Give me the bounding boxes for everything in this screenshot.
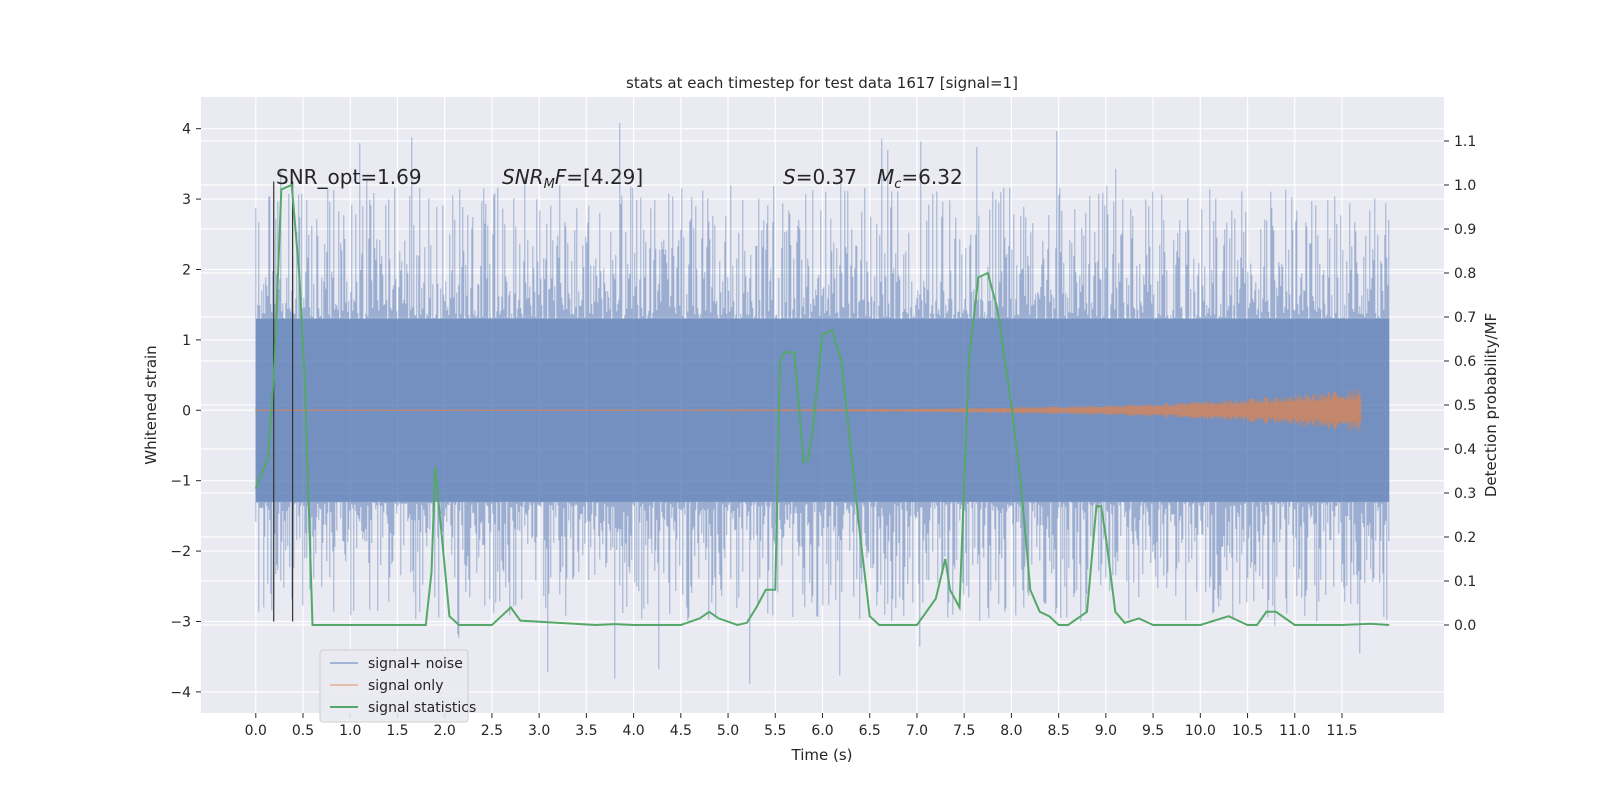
x-tick-label: 11.5	[1326, 723, 1357, 739]
legend-label-signal-noise: signal+ noise	[368, 656, 463, 672]
y-right-tick-label: 0.8	[1454, 266, 1476, 282]
y-right-tick-label: 0.6	[1454, 354, 1476, 370]
x-tick-label: 8.0	[1000, 723, 1022, 739]
y-tick-label: −2	[170, 544, 191, 560]
annotation-s: S=0.37	[783, 165, 857, 189]
chirp-trace	[255, 389, 1362, 432]
y-right-tick-label: 0.2	[1454, 530, 1476, 546]
legend-label-signal-only: signal only	[368, 678, 443, 694]
y-right-tick-label: 0.7	[1454, 310, 1476, 326]
x-tick-label: 9.5	[1142, 723, 1164, 739]
x-tick-label: 0.5	[292, 723, 314, 739]
y-right-tick-label: 0.9	[1454, 222, 1476, 238]
y-tick-label: 3	[182, 192, 191, 208]
x-tick-label: 3.5	[575, 723, 597, 739]
y-right-tick-label: 1.1	[1454, 134, 1476, 150]
y-tick-label: 4	[182, 122, 191, 138]
legend-label-signal-statistics: signal statistics	[368, 700, 476, 716]
annotations: SNR_opt=1.69 SNRMF=[4.29] S=0.37 Mc=6.32	[276, 165, 963, 192]
x-tick-label: 5.5	[764, 723, 786, 739]
series-signal-only	[255, 389, 1362, 432]
statistics-line	[254, 183, 1390, 627]
y-tick-label: 2	[182, 262, 191, 278]
x-tick-label: 2.0	[434, 723, 456, 739]
x-tick-label: 6.5	[859, 723, 881, 739]
y-right-tick-label: 0.4	[1454, 442, 1476, 458]
chart-title: stats at each timestep for test data 161…	[626, 74, 1018, 92]
annotation-snr-mf: SNRMF=[4.29]	[502, 165, 643, 192]
noise-trace	[255, 123, 1390, 684]
x-tick-label: 9.0	[1095, 723, 1117, 739]
x-tick-label: 1.5	[386, 723, 408, 739]
x-tick-label: 7.5	[953, 723, 975, 739]
y-right-tick-label: 1.0	[1454, 178, 1476, 194]
series-signal-statistics	[254, 183, 1390, 627]
y-axis-label: Whitened strain	[142, 345, 160, 464]
x-tick-label: 2.5	[481, 723, 503, 739]
y-tick-label: 1	[182, 333, 191, 349]
y-tick-label: −1	[170, 474, 191, 490]
y-axis-ticks: 4 3 2 1 0 −1 −2 −3 −4	[170, 122, 201, 701]
x-axis-label: Time (s)	[791, 746, 853, 764]
x-tick-label: 4.5	[670, 723, 692, 739]
x-tick-label: 11.0	[1279, 723, 1310, 739]
y-tick-label: 0	[182, 403, 191, 419]
y-right-tick-label: 0.0	[1454, 618, 1476, 634]
x-tick-label: 1.0	[339, 723, 361, 739]
y-tick-label: −3	[170, 614, 191, 630]
y-right-axis-ticks: 1.1 1.0 0.9 0.8 0.7 0.6 0.5 0.4 0.3 0.2 0.1 0.0	[1444, 134, 1476, 634]
x-axis-ticks: 0.0 0.5 1.0 1.5 2.0 2.5 3.0 3.5 4.0 4.5 5.0 5.5 6.0 6…	[245, 713, 1358, 739]
legend: signal+ noise signal only signal statist…	[319, 649, 476, 723]
y-tick-label: −4	[170, 685, 191, 701]
x-tick-label: 5.0	[717, 723, 739, 739]
vertical-markers	[273, 181, 294, 622]
annotation-mc: Mc=6.32	[877, 165, 963, 192]
legend-box	[319, 649, 469, 723]
y-right-axis-label: Detection probability/MF	[1482, 313, 1500, 497]
x-tick-label: 6.0	[811, 723, 833, 739]
annotation-snr-opt: SNR_opt=1.69	[276, 165, 422, 189]
x-tick-label: 0.0	[245, 723, 267, 739]
x-tick-label: 8.5	[1047, 723, 1069, 739]
y-right-tick-label: 0.3	[1454, 486, 1476, 502]
x-tick-label: 7.0	[906, 723, 928, 739]
y-right-tick-label: 0.1	[1454, 574, 1476, 590]
x-tick-label: 10.5	[1232, 723, 1263, 739]
x-tick-label: 3.0	[528, 723, 550, 739]
x-tick-label: 4.0	[622, 723, 644, 739]
y-right-tick-label: 0.5	[1454, 398, 1476, 414]
x-tick-label: 10.0	[1185, 723, 1216, 739]
